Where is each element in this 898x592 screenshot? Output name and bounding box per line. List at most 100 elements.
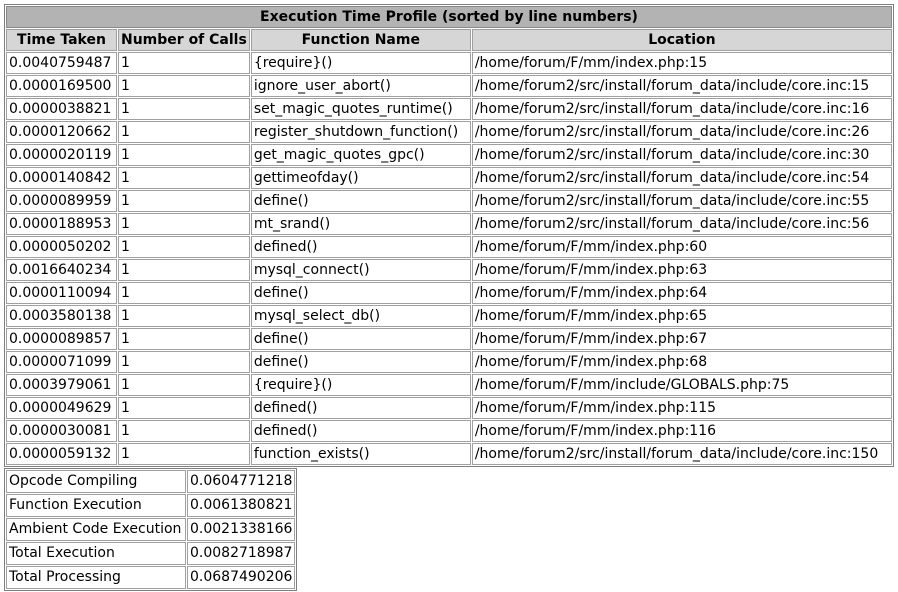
function-name-cell: register_shutdown_function() xyxy=(250,121,471,143)
location-cell: /home/forum2/src/install/forum_data/incl… xyxy=(471,167,892,189)
time-taken-cell: 0.0016640234 xyxy=(6,259,117,281)
table-row: 0.0000089857 1 define()/home/forum/F/mm/in… xyxy=(6,328,892,350)
table-row: 0.0040759487 1 {require}()/home/forum/F/mm… xyxy=(6,52,892,74)
summary-label: Function Execution xyxy=(6,494,186,517)
calls-cell: 1 xyxy=(118,351,250,373)
time-taken-cell: 0.0000169500 xyxy=(6,75,117,97)
function-name-cell: mysql_connect() xyxy=(250,259,471,281)
calls-cell: 1 xyxy=(118,213,250,235)
table-row: 0.0000110094 1 define()/home/forum/F/mm/in… xyxy=(6,282,892,304)
location-cell: /home/forum2/src/install/forum_data/incl… xyxy=(471,443,892,465)
time-taken-cell: 0.0000089959 xyxy=(6,190,117,212)
location-cell: /home/forum/F/mm/index.php:67 xyxy=(471,328,892,350)
time-taken-cell: 0.0003979061 xyxy=(6,374,117,396)
calls-cell: 1 xyxy=(118,282,250,304)
table-row: 0.0000071099 1 define()/home/forum/F/mm/in… xyxy=(6,351,892,373)
column-header-location: Location xyxy=(471,29,892,51)
table-row: 0.0000020119 1 get_magic_quotes_gpc()/home… xyxy=(6,144,892,166)
calls-cell: 1 xyxy=(118,328,250,350)
calls-cell: 1 xyxy=(118,397,250,419)
table-row: 0.0000038821 1 set_magic_quotes_runtime() /… xyxy=(6,98,892,120)
function-name-cell: mysql_select_db() xyxy=(250,305,471,327)
table-row: 0.0000050202 1 defined()/home/forum/F/mm/i… xyxy=(6,236,892,258)
summary-value: 0.0687490206 xyxy=(187,566,296,589)
time-taken-cell: 0.0000120662 xyxy=(6,121,117,143)
table-row: 0.0000140842 1 gettimeofday()/home/forum2/… xyxy=(6,167,892,189)
summary-table-body: Opcode Compiling 0.0604771218 Function Exe… xyxy=(6,470,296,589)
summary-label: Opcode Compiling xyxy=(6,470,186,493)
time-taken-cell: 0.0000071099 xyxy=(6,351,117,373)
table-row: 0.0003979061 1 {require}()/home/forum/F/mm… xyxy=(6,374,892,396)
function-name-cell: defined() xyxy=(250,236,471,258)
function-name-cell: set_magic_quotes_runtime() xyxy=(250,98,471,120)
summary-value: 0.0082718987 xyxy=(187,542,296,565)
summary-label: Total Execution xyxy=(6,542,186,565)
location-cell: /home/forum2/src/install/forum_data/incl… xyxy=(471,121,892,143)
column-header-number-of-calls: Number of Calls xyxy=(118,29,250,51)
calls-cell: 1 xyxy=(118,305,250,327)
time-taken-cell: 0.0000049629 xyxy=(6,397,117,419)
column-header-time-taken: Time Taken xyxy=(6,29,117,51)
location-cell: /home/forum/F/mm/index.php:63 xyxy=(471,259,892,281)
calls-cell: 1 xyxy=(118,374,250,396)
function-name-cell: define() xyxy=(250,190,471,212)
summary-row: Total Processing 0.0687490206 xyxy=(6,566,296,589)
table-row: 0.0000120662 1 register_shutdown_function(… xyxy=(6,121,892,143)
location-cell: /home/forum2/src/install/forum_data/incl… xyxy=(471,98,892,120)
calls-cell: 1 xyxy=(118,190,250,212)
function-name-cell: defined() xyxy=(250,420,471,442)
calls-cell: 1 xyxy=(118,98,250,120)
function-name-cell: {require}() xyxy=(250,52,471,74)
calls-cell: 1 xyxy=(118,443,250,465)
location-cell: /home/forum/F/mm/index.php:116 xyxy=(471,420,892,442)
summary-label: Total Processing xyxy=(6,566,186,589)
function-name-cell: define() xyxy=(250,282,471,304)
time-taken-cell: 0.0000059132 xyxy=(6,443,117,465)
location-cell: /home/forum/F/mm/include/GLOBALS.php:75 xyxy=(471,374,892,396)
calls-cell: 1 xyxy=(118,75,250,97)
calls-cell: 1 xyxy=(118,52,250,74)
function-name-cell: ignore_user_abort() xyxy=(250,75,471,97)
time-taken-cell: 0.0000089857 xyxy=(6,328,117,350)
time-taken-cell: 0.0000038821 xyxy=(6,98,117,120)
table-row: 0.0003580138 1 mysql_select_db()/home/foru… xyxy=(6,305,892,327)
summary-row: Total Execution 0.0082718987 xyxy=(6,542,296,565)
calls-cell: 1 xyxy=(118,236,250,258)
table-row: 0.0016640234 1 mysql_connect()/home/forum/… xyxy=(6,259,892,281)
execution-profile-table: Execution Time Profile (sorted by line n… xyxy=(4,4,894,467)
time-taken-cell: 0.0000110094 xyxy=(6,282,117,304)
function-name-cell: mt_srand() xyxy=(250,213,471,235)
calls-cell: 1 xyxy=(118,167,250,189)
calls-cell: 1 xyxy=(118,144,250,166)
location-cell: /home/forum2/src/install/forum_data/incl… xyxy=(471,190,892,212)
table-row: 0.0000030081 1 defined()/home/forum/F/mm/i… xyxy=(6,420,892,442)
function-name-cell: get_magic_quotes_gpc() xyxy=(250,144,471,166)
calls-cell: 1 xyxy=(118,420,250,442)
table-row: 0.0000059132 1 function_exists()/home/foru… xyxy=(6,443,892,465)
function-name-cell: define() xyxy=(250,328,471,350)
summary-row: Opcode Compiling 0.0604771218 xyxy=(6,470,296,493)
location-cell: /home/forum2/src/install/forum_data/incl… xyxy=(471,75,892,97)
summary-row: Function Execution 0.0061380821 xyxy=(6,494,296,517)
summary-value: 0.0061380821 xyxy=(187,494,296,517)
location-cell: /home/forum/F/mm/index.php:64 xyxy=(471,282,892,304)
time-taken-cell: 0.0000030081 xyxy=(6,420,117,442)
profile-report: Execution Time Profile (sorted by line n… xyxy=(4,4,894,591)
summary-value: 0.0021338166 xyxy=(187,518,296,541)
time-taken-cell: 0.0000050202 xyxy=(6,236,117,258)
function-name-cell: {require}() xyxy=(250,374,471,396)
time-taken-cell: 0.0040759487 xyxy=(6,52,117,74)
summary-label: Ambient Code Execution xyxy=(6,518,186,541)
summary-row: Ambient Code Execution 0.0021338166 xyxy=(6,518,296,541)
table-row: 0.0000188953 1 mt_srand()/home/forum2/src/… xyxy=(6,213,892,235)
location-cell: /home/forum/F/mm/index.php:65 xyxy=(471,305,892,327)
location-cell: /home/forum2/src/install/forum_data/incl… xyxy=(471,144,892,166)
calls-cell: 1 xyxy=(118,121,250,143)
table-row: 0.0000049629 1 defined()/home/forum/F/mm/i… xyxy=(6,397,892,419)
profile-table-body: 0.0040759487 1 {require}()/home/forum/F/mm… xyxy=(6,52,892,465)
function-name-cell: define() xyxy=(250,351,471,373)
function-name-cell: gettimeofday() xyxy=(250,167,471,189)
time-taken-cell: 0.0000140842 xyxy=(6,167,117,189)
time-taken-cell: 0.0000188953 xyxy=(6,213,117,235)
table-caption: Execution Time Profile (sorted by line n… xyxy=(6,6,892,28)
